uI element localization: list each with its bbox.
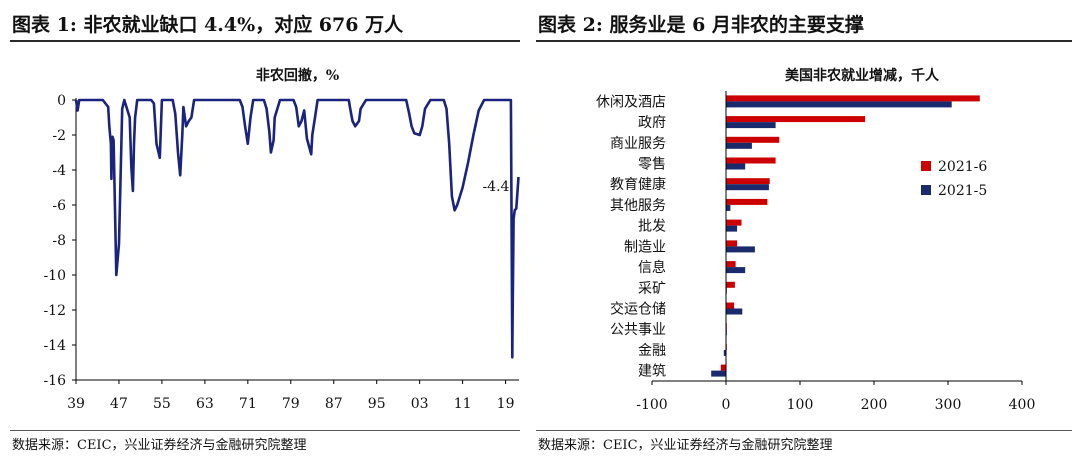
left-source-note: 数据来源：CEIC，兴业证券经济与金融研究院整理 — [12, 438, 307, 453]
chart-1-y-tick-label: -16 — [43, 373, 66, 389]
chart-2-x-tick-label: 0 — [722, 397, 731, 413]
left-heading-rule — [10, 40, 520, 42]
chart-2-bar — [726, 136, 780, 143]
chart-2-x-tick-label: -100 — [636, 397, 667, 413]
chart-2-bar — [726, 178, 770, 185]
chart-2-category-label: 商业服务 — [610, 136, 666, 152]
chart-2-category-label: 建筑 — [638, 364, 666, 380]
right-heading-rule — [536, 40, 1072, 42]
chart-2-category-label: 公共事业 — [610, 322, 666, 338]
chart-2-category-label: 休闲及酒店 — [596, 94, 666, 110]
chart-2-x-tick-label: 200 — [861, 397, 888, 413]
chart-2-bar — [726, 261, 736, 268]
chart-2-title: 美国非农就业增减，千人 — [785, 67, 940, 84]
chart-2-category-label: 政府 — [638, 115, 666, 131]
chart-2-x-tick-label: 400 — [1009, 397, 1036, 413]
chart-2-category-label: 信息 — [638, 259, 666, 276]
chart-1-y-tick-label: -6 — [52, 198, 66, 214]
chart-2-category-label: 批发 — [638, 219, 666, 235]
chart-2-bar — [726, 163, 746, 170]
chart-1-x-tick-label: 55 — [153, 396, 171, 412]
chart-2-x-tick-label: 100 — [787, 397, 814, 413]
chart-1-x-tick-label: 47 — [110, 396, 128, 412]
chart-2-bar — [726, 240, 738, 247]
chart-2-bar — [726, 267, 746, 274]
chart-2-x-tick-label: 300 — [935, 397, 962, 413]
chart-1-y-tick-label: -14 — [43, 338, 66, 354]
chart-2-bar — [726, 157, 776, 164]
chart-1-x-tick-label: 03 — [411, 396, 429, 412]
chart-2-legend-swatch — [921, 161, 931, 171]
chart-1-x-tick-label: 95 — [368, 396, 386, 412]
chart-1-annotation: -4.4 — [482, 179, 509, 195]
chart-2-bar — [726, 281, 735, 288]
chart-2-bar — [726, 122, 776, 129]
chart-2-bar — [726, 225, 738, 232]
chart-2-bar — [726, 184, 769, 191]
chart-1-y-tick-label: -8 — [52, 233, 66, 249]
chart-2-category-label: 其他服务 — [610, 198, 666, 214]
chart-2-bar — [726, 246, 755, 253]
chart-2-legend-label: 2021-6 — [938, 159, 987, 175]
chart-1-y-tick-label: -12 — [43, 303, 66, 319]
chart-1-y-tick-label: -4 — [52, 163, 66, 179]
chart-1-x-tick-label: 39 — [67, 396, 85, 412]
chart-2-bar — [726, 204, 731, 211]
chart-2-category-label: 采矿 — [638, 281, 666, 297]
chart-2-bar — [711, 370, 726, 377]
chart-2-bar — [720, 364, 726, 371]
right-source-note: 数据来源：CEIC，兴业证券经济与金融研究院整理 — [538, 438, 833, 453]
chart-1-x-tick-label: 71 — [239, 396, 257, 412]
chart-2-category-label: 教育健康 — [610, 176, 666, 193]
chart-1-x-tick-label: 63 — [196, 396, 214, 412]
chart-2-bar — [726, 142, 752, 149]
chart-2-category-label: 交运仓储 — [610, 301, 666, 318]
chart-2-category-label: 金融 — [638, 343, 666, 359]
chart-1-y-tick-label: 0 — [57, 93, 66, 109]
right-panel-heading: 图表 2: 服务业是 6 月非农的主要支撑 — [538, 14, 864, 36]
chart-2-bar — [726, 219, 742, 226]
left-footer-rule — [10, 430, 520, 431]
chart-2-category-label: 制造业 — [624, 239, 666, 255]
chart-1-x-tick-label: 11 — [454, 396, 472, 412]
chart-1-title: 非农回撤，% — [256, 67, 339, 84]
chart-2-bar — [723, 349, 726, 356]
chart-2-bar — [726, 116, 866, 123]
right-footer-rule — [536, 430, 1072, 431]
chart-2-bar — [726, 308, 743, 315]
chart-2-bar — [726, 101, 952, 108]
chart-1-x-tick-label: 79 — [282, 396, 300, 412]
chart-2-category-label: 零售 — [638, 157, 666, 173]
chart-2-bar — [726, 302, 735, 309]
left-panel-heading: 图表 1: 非农就业缺口 4.4%，对应 676 万人 — [12, 14, 404, 36]
chart-2-legend-label: 2021-5 — [938, 183, 987, 199]
chart-1-y-tick-label: -2 — [52, 128, 66, 144]
chart-1-y-tick-label: -10 — [43, 268, 66, 284]
chart-1-x-tick-label: 19 — [497, 396, 515, 412]
chart-2-bar — [726, 95, 980, 102]
sector-bar-chart: 美国非农就业增减，千人休闲及酒店政府商业服务零售教育健康其他服务批发制造业信息采… — [596, 67, 1035, 413]
chart-2-bar — [726, 198, 768, 205]
chart-1-x-tick-label: 87 — [325, 396, 343, 412]
chart-2-legend-swatch — [921, 185, 931, 195]
chart-1-series-line — [74, 98, 520, 359]
